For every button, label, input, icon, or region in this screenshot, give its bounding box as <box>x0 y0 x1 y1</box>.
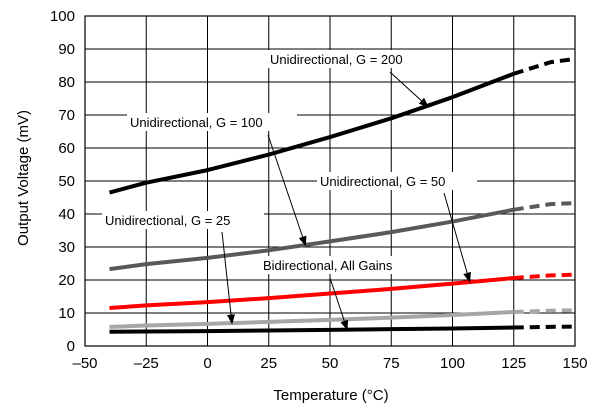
annotation-unidirectional-g-100: Unidirectional, G = 100 <box>130 115 263 130</box>
annotation-arrow-unidirectional-g-100 <box>267 134 307 247</box>
y-tick-label: 50 <box>58 173 75 190</box>
series-dashed-bidirectional-all-gains <box>513 308 576 315</box>
series-dashed-unidirectional-g-25 <box>513 272 576 281</box>
x-tick-label: 100 <box>440 355 465 372</box>
x-tick-label: 50 <box>322 355 339 372</box>
x-tick-label: 125 <box>501 355 526 372</box>
annotation-bidirectional-all-gains: Bidirectional, All Gains <box>263 258 393 273</box>
annotation-unidirectional-g-200: Unidirectional, G = 200 <box>270 52 403 67</box>
x-tick-label: –50 <box>72 355 97 372</box>
series-dashed-series-5 <box>513 324 576 330</box>
x-tick-label: 0 <box>203 355 211 372</box>
series-dashed-unidirectional-g-200 <box>513 56 576 76</box>
y-tick-label: 20 <box>58 272 75 289</box>
series-line-series-5 <box>109 325 514 334</box>
annotation-unidirectional-g-25: Unidirectional, G = 25 <box>105 213 230 228</box>
annotation-background <box>267 50 437 68</box>
x-axis-label: Temperature (°C) <box>273 387 388 404</box>
x-tick-label: 25 <box>260 355 277 372</box>
y-tick-label: 90 <box>58 41 75 58</box>
y-tick-label: 40 <box>58 206 75 223</box>
annotation-background <box>102 211 264 229</box>
series-line-unidirectional-g-25 <box>109 276 514 311</box>
y-tick-label: 0 <box>67 338 75 355</box>
series-dashed-unidirectional-g-50 <box>513 201 576 212</box>
y-tick-label: 60 <box>58 140 75 157</box>
plot-area-frame <box>84 15 576 347</box>
x-tick-label: 150 <box>562 355 587 372</box>
x-tick-label: –25 <box>134 355 159 372</box>
y-tick-label: 70 <box>58 107 75 124</box>
annotation-arrow-unidirectional-g-25 <box>221 231 235 325</box>
y-tick-label: 30 <box>58 239 75 256</box>
y-tick-label: 100 <box>50 8 75 25</box>
annotation-background <box>260 256 430 274</box>
y-tick-label: 80 <box>58 74 75 91</box>
series-line-bidirectional-all-gains <box>109 310 514 329</box>
annotation-arrow-unidirectional-g-200 <box>389 71 429 108</box>
x-tick-label: 75 <box>383 355 400 372</box>
annotation-unidirectional-g-50: Unidirectional, G = 50 <box>320 174 445 189</box>
y-axis-label: Output Voltage (mV) <box>15 110 32 246</box>
annotation-background <box>127 113 297 131</box>
annotation-background <box>317 172 477 190</box>
y-tick-label: 10 <box>58 305 75 322</box>
annotation-arrow-unidirectional-g-50 <box>443 192 471 283</box>
series-line-unidirectional-g-200 <box>108 71 515 195</box>
annotation-arrow-bidirectional-all-gains <box>329 277 349 331</box>
